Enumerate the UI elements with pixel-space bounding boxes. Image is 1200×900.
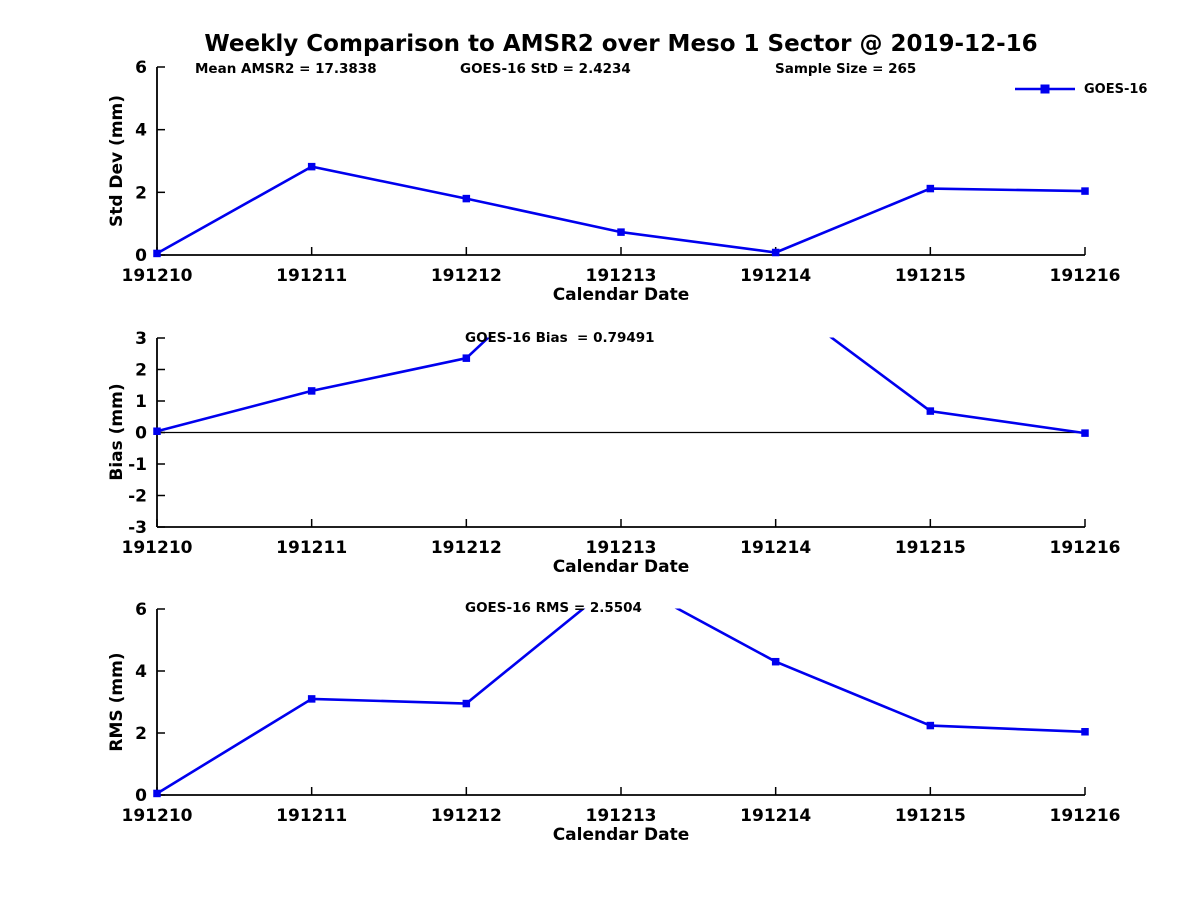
x-tick-label: 191211 xyxy=(276,806,347,826)
x-tick-label: 191213 xyxy=(586,266,657,286)
x-tick-label: 191216 xyxy=(1050,806,1121,826)
square-marker xyxy=(771,248,780,257)
x-tick-label: 191216 xyxy=(1050,266,1121,286)
square-marker xyxy=(926,184,935,193)
annotation-goes16-std: GOES-16 StD = 2.4234 xyxy=(460,61,631,77)
square-marker xyxy=(1081,187,1089,195)
square-marker xyxy=(153,249,161,258)
annotation-sample-size: Sample Size = 265 xyxy=(775,61,917,77)
square-marker xyxy=(153,427,161,435)
series-goes-16 xyxy=(153,608,1089,798)
legend-label: GOES-16 xyxy=(1084,81,1148,97)
rms-chart: 0 2 4 6 191210 191211 191212 191213 191214 191215… xyxy=(122,600,1121,826)
x-tick-label: 191212 xyxy=(431,538,502,558)
square-marker xyxy=(926,721,935,730)
y-tick-label: 2 xyxy=(135,361,147,381)
legend: GOES-16 xyxy=(1013,81,1147,97)
series-goes-16 xyxy=(153,162,1089,258)
square-marker xyxy=(617,210,625,218)
series-line xyxy=(156,165,1086,255)
x-tick-label: 191214 xyxy=(740,806,811,826)
x-tick-label: 191215 xyxy=(895,538,966,558)
y-tick-label: 6 xyxy=(135,58,147,78)
y-tick-label: 1 xyxy=(135,392,147,412)
ylabel-std-dev: Std Dev (mm) xyxy=(107,94,127,228)
y-tick-label: 6 xyxy=(135,600,147,620)
ylabel-rms: RMS (mm) xyxy=(107,652,127,752)
square-marker xyxy=(307,162,316,171)
y-tick-label: 4 xyxy=(135,662,147,682)
x-tick-label: 191210 xyxy=(122,538,193,558)
y-tick-label: 4 xyxy=(135,121,147,141)
x-tick-label: 191214 xyxy=(740,538,811,558)
x-tick-label: 191211 xyxy=(276,266,347,286)
x-tick-label: 191210 xyxy=(122,266,193,286)
ylabel-bias: Bias (mm) xyxy=(107,383,127,481)
square-marker xyxy=(462,194,471,203)
square-marker xyxy=(926,407,935,415)
x-tick-label: 191213 xyxy=(586,538,657,558)
x-tick-label: 191215 xyxy=(895,806,966,826)
x-tick-label: 191213 xyxy=(586,806,657,826)
y-tick-label: 0 xyxy=(135,424,147,444)
square-marker xyxy=(307,695,316,703)
square-marker xyxy=(462,354,471,362)
y-tick-label: 0 xyxy=(135,786,147,806)
annotation-goes16-bias: GOES-16 Bias = 0.79491 xyxy=(465,330,655,346)
y-tick-label: 2 xyxy=(135,724,147,744)
std-dev-chart: 0 2 4 6 191210 191211 191212 191213 191214 191215… xyxy=(122,58,1121,286)
axis-spines xyxy=(156,609,1085,796)
y-tick-label: -2 xyxy=(128,487,147,507)
legend-square-marker xyxy=(1040,84,1050,94)
square-marker xyxy=(462,699,471,708)
legend-line-sample xyxy=(1015,84,1075,94)
square-marker xyxy=(1081,429,1089,437)
y-tick-label: 2 xyxy=(135,183,147,203)
x-tick-label: 191212 xyxy=(431,266,502,286)
y-tick-label: 0 xyxy=(135,246,147,266)
series-goes-16 xyxy=(153,210,1089,437)
annotation-mean-amsr2: Mean AMSR2 = 17.3838 xyxy=(195,61,377,77)
y-tick-label: 3 xyxy=(135,329,147,349)
square-marker xyxy=(617,228,625,236)
square-marker xyxy=(307,387,316,395)
y-tick-label: -3 xyxy=(128,518,147,538)
square-marker xyxy=(153,789,161,798)
axis-spines xyxy=(156,67,1085,256)
square-marker xyxy=(1081,728,1089,736)
xlabel-bias: Calendar Date xyxy=(552,557,690,577)
bias-chart: -3 -2 -1 0 1 2 3 191210 191211 191212 191213 191214… xyxy=(122,210,1121,558)
x-tick-label: 191211 xyxy=(276,538,347,558)
y-tick-label: -1 xyxy=(128,455,147,475)
annotation-goes16-rms: GOES-16 RMS = 2.5504 xyxy=(465,600,642,616)
x-tick-label: 191214 xyxy=(740,266,811,286)
square-marker xyxy=(771,657,780,666)
x-tick-label: 191215 xyxy=(895,266,966,286)
x-tick-label: 191212 xyxy=(431,806,502,826)
xlabel-rms: Calendar Date xyxy=(552,825,690,845)
x-tick-label: 191216 xyxy=(1050,538,1121,558)
figure-title: Weekly Comparison to AMSR2 over Meso 1 S… xyxy=(204,31,1038,57)
series-line xyxy=(156,337,1086,435)
xlabel-std-dev: Calendar Date xyxy=(552,285,690,305)
x-tick-label: 191210 xyxy=(122,806,193,826)
